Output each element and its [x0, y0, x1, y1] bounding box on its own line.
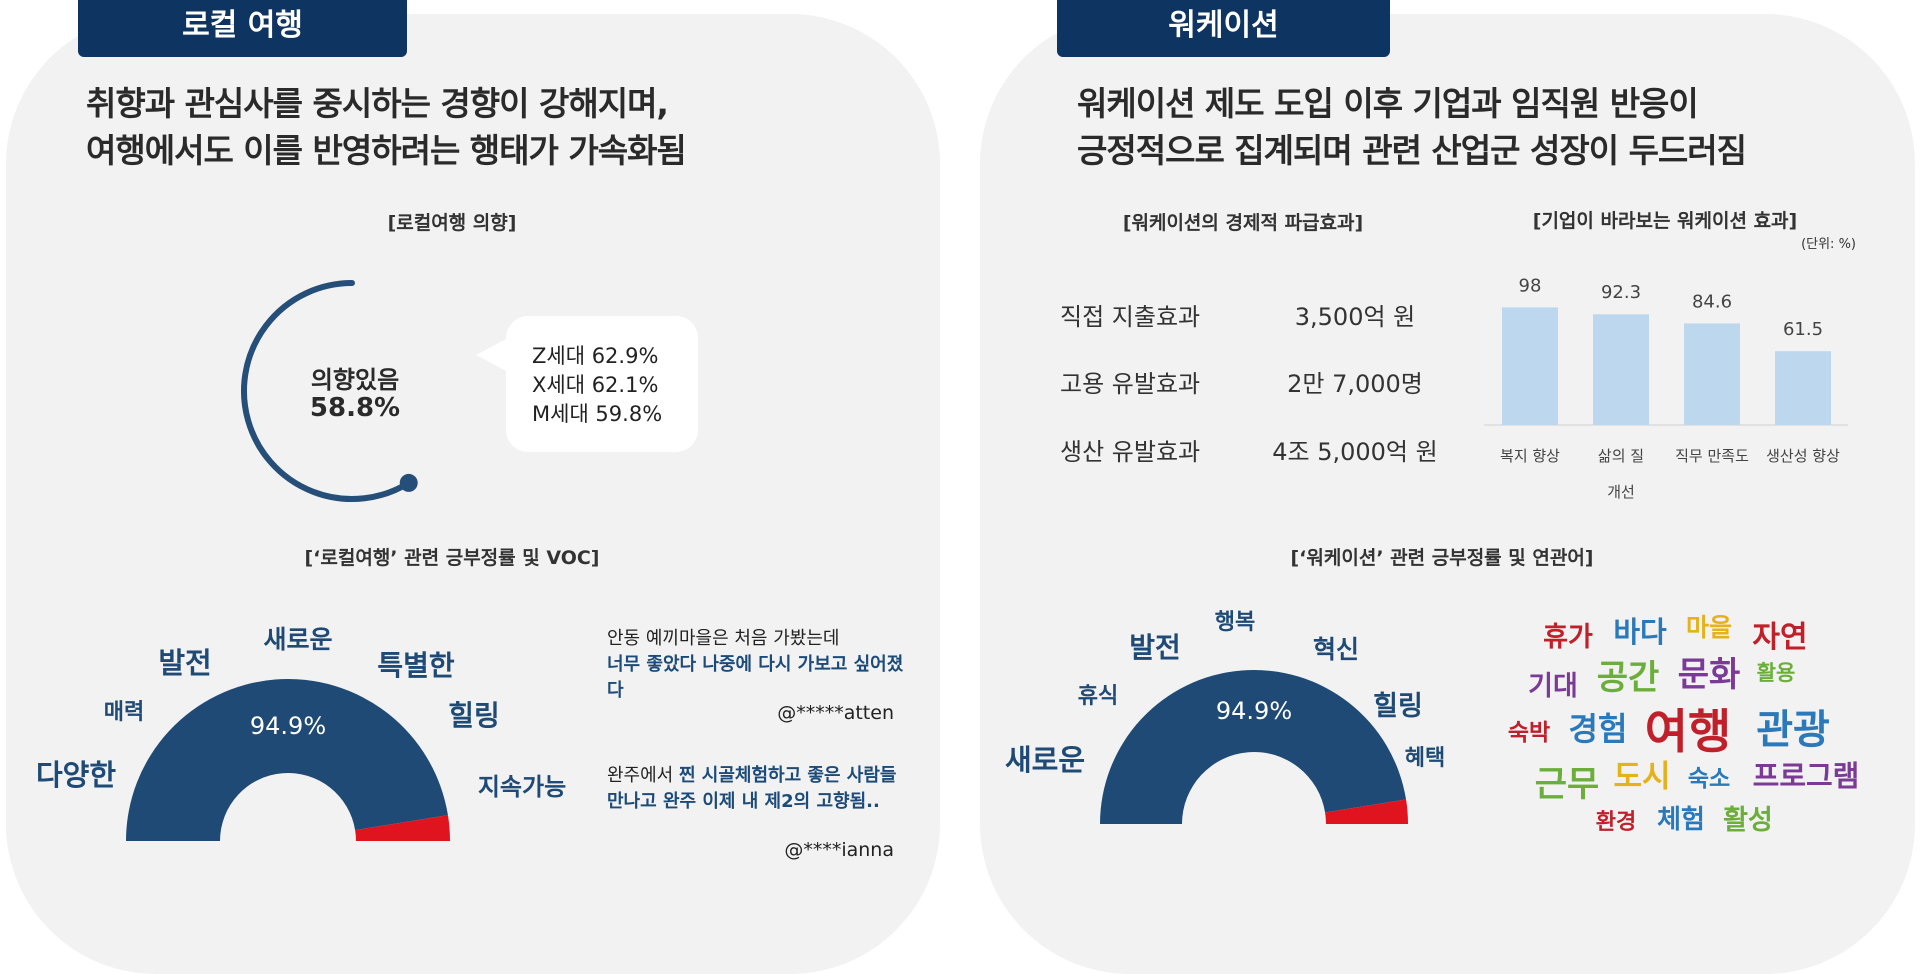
corporate-effect-bar-chart: 98 복지 향상 92.3 삶의 질개선 84.6 직무 만족도 61.5 생산성 향상	[1484, 275, 1848, 501]
workation-headline: 워케이션 제도 도입 이후 기업과 임직원 반응이 긍정적으로 집계되며 관련 …	[1077, 80, 1747, 174]
economic-effect-title: [워케이션의 경제적 파급효과]	[1122, 212, 1364, 234]
workation-tab: 워케이션	[1057, 0, 1390, 57]
keyword-happiness: 행복	[1214, 610, 1256, 635]
bar-category-label-4: 생산성 향상	[1766, 447, 1840, 465]
local-travel-headline-line2: 여행에서도 이를 반영하려는 행태가 가속화됨	[86, 131, 687, 170]
bar-category-label-3: 직무 만족도	[1675, 447, 1749, 465]
gauge-negative-segment	[1325, 799, 1408, 824]
economic-row-3-value: 4조 5,000억 원	[1272, 438, 1438, 466]
workation-headline-line1: 워케이션 제도 도입 이후 기업과 임직원 반응이	[1077, 84, 1699, 123]
voc-quote-1-highlight: 너무 좋았다 나중에 다시 가보고 싶어졌다	[607, 654, 904, 701]
gauge-positive-segment	[1100, 670, 1407, 824]
voc-handle-1: @*****atten	[777, 702, 894, 724]
intent-value: 58.8%	[309, 393, 401, 423]
bar-category-label-2: 삶의 질	[1598, 447, 1644, 465]
bar-2	[1593, 314, 1649, 425]
gauge-negative-segment	[355, 815, 450, 841]
cloud-word-accommodation: 숙소	[1687, 766, 1731, 792]
bar-category-label-2: 개선	[1607, 483, 1635, 501]
generation-z: Z세대 62.9%	[532, 344, 659, 368]
cloud-word-city: 도시	[1613, 759, 1671, 795]
voc-quote-2-plain: 완주에서	[607, 765, 679, 786]
keyword-new: 새로운	[263, 625, 333, 654]
bar-1	[1502, 307, 1558, 425]
gauge-positive-label: 94.9%	[1216, 697, 1292, 725]
keyword-sustainable: 지속가능	[477, 773, 567, 801]
cloud-word-space: 공간	[1596, 658, 1660, 698]
keyword-healing: 힐링	[448, 699, 500, 732]
keyword-healing: 힐링	[1373, 691, 1423, 722]
voc-handle-2: @****ianna	[784, 839, 894, 861]
cloud-word-expectation: 기대	[1528, 671, 1578, 702]
keyword-rest: 휴식	[1077, 684, 1119, 709]
cloud-word-program: 프로그램	[1752, 759, 1860, 793]
voc-quote-1-plain: 안동 예끼마을은 처음 가봤는데	[607, 628, 840, 649]
bar-value-label-3: 84.6	[1692, 291, 1732, 312]
economic-row-3-label: 생산 유발효과	[1060, 438, 1201, 466]
economic-row-2-value: 2만 7,000명	[1287, 370, 1423, 398]
gauge-positive-segment	[126, 679, 448, 841]
corporate-effect-title: [기업이 바라보는 워케이션 효과]	[1532, 210, 1798, 232]
voc-quote-2-highlight: 찐 시골체험하고 좋은 사람들 만나고 완주 이제 내 제2의 고향됨..	[607, 765, 897, 812]
voc-quote-1: 안동 예끼마을은 처음 가봤는데 너무 좋았다 나중에 다시 가보고 싶어졌다	[607, 626, 907, 704]
corporate-effect-unit: (단위: %)	[1801, 237, 1856, 252]
gauge-positive-label: 94.9%	[250, 712, 326, 740]
bar-3	[1684, 323, 1740, 425]
intent-arc	[241, 280, 412, 502]
generation-m: M세대 59.8%	[532, 402, 663, 426]
workation-sentiment-title: [‘워케이션’ 관련 긍부정률 및 연관어]	[1290, 547, 1594, 569]
generation-list: Z세대 62.9% X세대 62.1% M세대 59.8%	[532, 342, 662, 429]
generation-x: X세대 62.1%	[532, 373, 659, 397]
cloud-word-vacation: 휴가	[1543, 622, 1593, 653]
bar-value-label-4: 61.5	[1783, 319, 1823, 340]
intent-ring-chart	[241, 280, 418, 502]
cloud-word-activation: 활성	[1723, 805, 1773, 836]
keyword-development: 발전	[158, 646, 212, 680]
local-sentiment-gauge: 94.9%	[126, 679, 450, 841]
bar-value-label-2: 92.3	[1601, 282, 1641, 303]
keyword-new: 새로운	[1004, 743, 1086, 777]
keyword-benefit: 혜택	[1404, 746, 1446, 771]
cloud-word-nature: 자연	[1752, 620, 1808, 655]
cloud-word-travel: 여행	[1644, 705, 1732, 760]
keyword-diverse: 다양한	[35, 758, 117, 792]
cloud-word-culture: 문화	[1677, 655, 1741, 695]
generation-bubble-pointer	[476, 337, 510, 373]
keyword-development: 발전	[1129, 631, 1181, 664]
cloud-word-village: 마을	[1685, 613, 1733, 642]
local-travel-headline: 취향과 관심사를 중시하는 경향이 강해지며, 여행에서도 이를 반영하려는 행…	[86, 80, 687, 174]
cloud-word-work: 근무	[1534, 765, 1600, 805]
bar-category-label-1: 복지 향상	[1500, 447, 1560, 465]
bar-value-label-1: 98	[1519, 275, 1542, 296]
economic-row-2-label: 고용 유발효과	[1060, 370, 1201, 398]
keyword-charm: 매력	[103, 700, 145, 725]
local-sentiment-title: [‘로컬여행’ 관련 긍부정률 및 VOC]	[304, 547, 600, 569]
local-travel-headline-line1: 취향과 관심사를 중시하는 경향이 강해지며,	[86, 84, 669, 123]
cloud-word-activity: 체험	[1657, 805, 1705, 835]
cloud-word-utilization: 활용	[1756, 661, 1796, 685]
economic-row-1-value: 3,500억 원	[1294, 303, 1416, 331]
cloud-word-lodging: 숙박	[1507, 720, 1551, 746]
local-travel-tab: 로컬 여행	[78, 0, 407, 57]
intent-arc-end-dot	[399, 473, 418, 492]
keyword-special: 특별한	[377, 649, 455, 682]
cloud-word-environment: 환경	[1595, 810, 1637, 835]
cloud-word-experience: 경험	[1568, 710, 1628, 748]
voc-quote-2: 완주에서 찐 시골체험하고 좋은 사람들 만나고 완주 이제 내 제2의 고향됨…	[607, 763, 897, 815]
intent-label: 의향있음	[310, 366, 400, 394]
cloud-word-tourism: 관광	[1756, 707, 1830, 753]
intent-chart-title: [로컬여행 의향]	[387, 212, 517, 234]
economic-row-1-label: 직접 지출효과	[1060, 303, 1201, 331]
generation-bubble	[506, 316, 698, 452]
workation-sentiment-gauge: 94.9%	[1100, 670, 1408, 824]
keyword-innovation: 혁신	[1312, 635, 1360, 664]
cloud-word-sea: 바다	[1613, 615, 1667, 649]
bar-4	[1775, 351, 1831, 425]
workation-headline-line2: 긍정적으로 집계되며 관련 산업군 성장이 두드러짐	[1077, 131, 1747, 170]
